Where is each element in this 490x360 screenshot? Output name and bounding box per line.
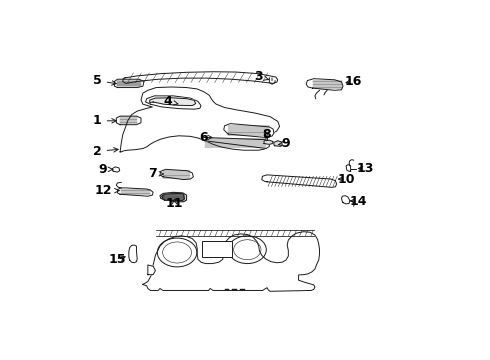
Polygon shape xyxy=(262,175,337,187)
Text: 10: 10 xyxy=(337,172,355,185)
Text: 2: 2 xyxy=(93,145,118,158)
Polygon shape xyxy=(264,140,273,144)
Polygon shape xyxy=(160,169,194,180)
Text: 9: 9 xyxy=(98,163,113,176)
Text: 15: 15 xyxy=(109,253,126,266)
Text: 1: 1 xyxy=(93,114,116,127)
Text: 7: 7 xyxy=(148,167,164,180)
Text: 4: 4 xyxy=(163,95,178,108)
Text: 3: 3 xyxy=(254,70,269,83)
Polygon shape xyxy=(123,72,278,84)
Polygon shape xyxy=(146,96,201,109)
Polygon shape xyxy=(120,87,280,152)
Polygon shape xyxy=(116,116,141,125)
Polygon shape xyxy=(274,141,282,146)
Text: 13: 13 xyxy=(356,162,374,175)
Polygon shape xyxy=(342,195,350,204)
Text: 5: 5 xyxy=(93,74,116,87)
Polygon shape xyxy=(346,165,351,171)
Polygon shape xyxy=(160,192,187,202)
Text: 6: 6 xyxy=(199,131,212,144)
Text: 12: 12 xyxy=(95,184,119,197)
Polygon shape xyxy=(148,265,155,275)
Polygon shape xyxy=(306,79,343,90)
Polygon shape xyxy=(202,138,270,149)
Polygon shape xyxy=(143,232,319,291)
Polygon shape xyxy=(129,245,137,263)
Polygon shape xyxy=(150,98,196,105)
Bar xyxy=(202,242,232,257)
Text: 11: 11 xyxy=(166,197,183,210)
Polygon shape xyxy=(118,188,153,196)
Text: 16: 16 xyxy=(344,75,362,88)
Text: 14: 14 xyxy=(349,195,367,208)
Polygon shape xyxy=(224,123,274,138)
Polygon shape xyxy=(162,193,184,201)
Text: 8: 8 xyxy=(262,128,270,141)
Polygon shape xyxy=(115,79,144,87)
Text: 9: 9 xyxy=(278,137,290,150)
Polygon shape xyxy=(113,167,120,172)
